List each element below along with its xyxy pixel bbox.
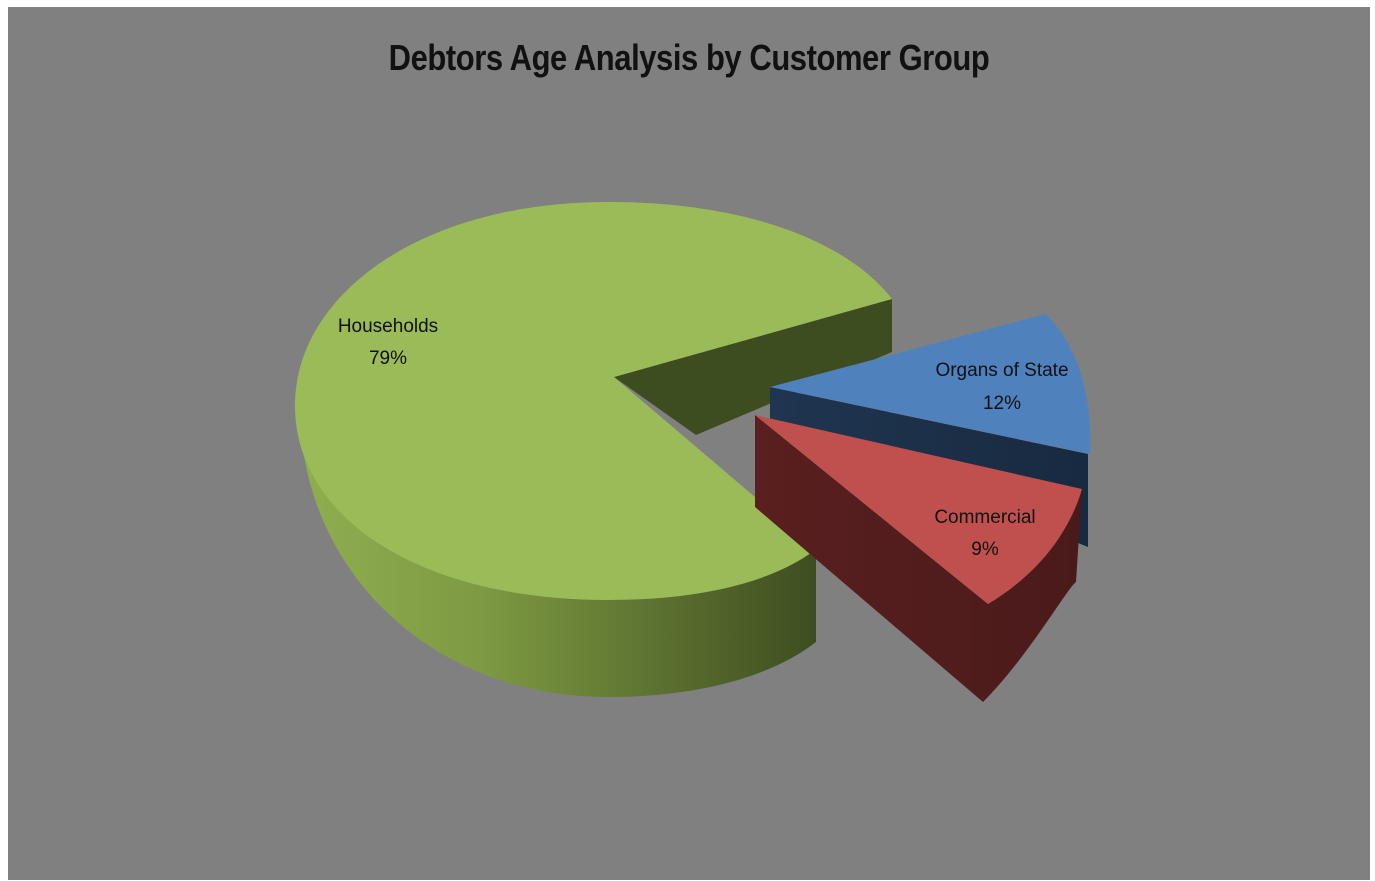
pie-chart: Households 79% Organs of State 12% Comme… [294,202,1091,702]
organs-of-state-label: Organs of State [935,360,1068,381]
households-cut-face [614,299,892,435]
commercial-label: Commercial [934,507,1035,528]
chart-area: Debtors Age Analysis by Customer Group [8,7,1370,880]
commercial-side-wall [755,415,1082,702]
organs-of-state-top [770,314,1091,454]
households-side-wall [300,407,816,697]
households-top [294,202,892,600]
slice-households [294,202,892,697]
households-value: 79% [369,348,407,369]
commercial-value: 9% [971,539,999,560]
organs-of-state-value: 12% [983,393,1021,414]
slice-commercial [755,415,1082,702]
commercial-top [755,415,1082,604]
chart-title: Debtors Age Analysis by Customer Group [388,37,990,78]
households-label: Households [338,316,438,337]
